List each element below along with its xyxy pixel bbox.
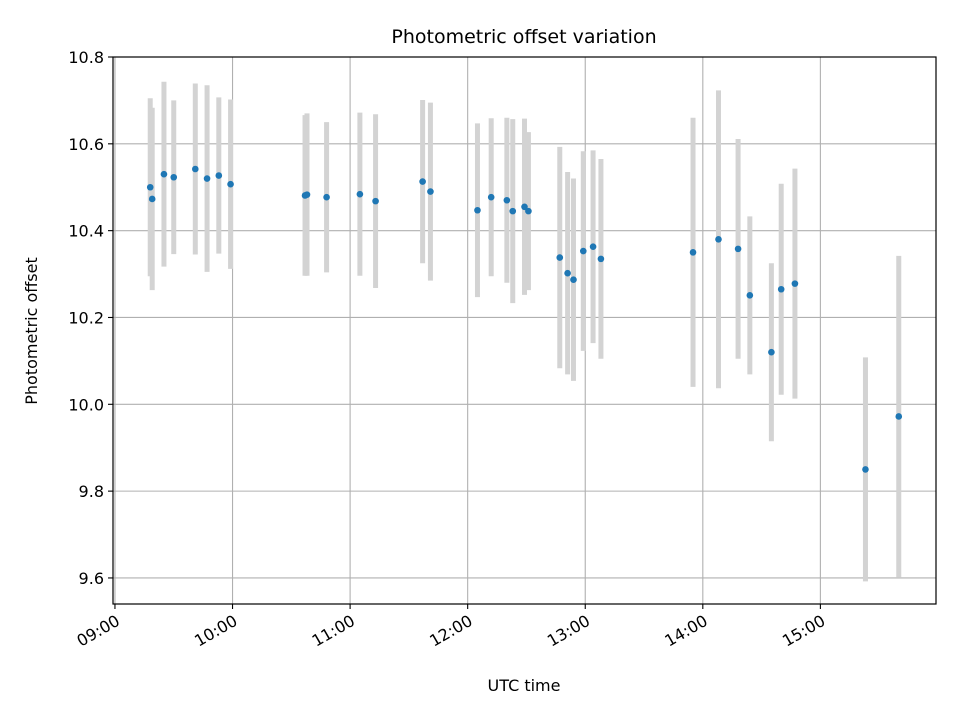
data-point <box>419 178 426 185</box>
data-point <box>689 249 697 256</box>
data-point <box>146 183 154 191</box>
x-tick-label: 14:00 <box>661 611 710 651</box>
x-tick-label: 13:00 <box>544 611 593 651</box>
y-tick-label: 10.0 <box>68 395 104 414</box>
x-tick-label: 11:00 <box>309 611 358 651</box>
data-point <box>148 195 156 203</box>
data-point <box>579 247 587 255</box>
plot-frame <box>112 56 937 605</box>
data-point <box>768 348 775 356</box>
data-point <box>777 285 785 293</box>
y-axis-label: Photometric offset <box>22 257 41 405</box>
data-point <box>895 413 903 420</box>
data-point <box>746 292 754 299</box>
error-bars <box>147 81 902 582</box>
data-point <box>556 254 564 261</box>
data-point <box>323 193 330 201</box>
data-point <box>564 269 571 277</box>
data-point <box>509 207 517 215</box>
data-point <box>503 196 511 204</box>
data-point <box>203 175 211 182</box>
data-point <box>215 172 223 179</box>
data-point <box>862 466 869 473</box>
data-point <box>525 207 532 215</box>
data-point <box>487 193 495 201</box>
data-point <box>356 190 364 198</box>
x-tick-label: 15:00 <box>779 611 828 651</box>
x-axis-ticks: 09:00 10:00 11:00 12:00 13:00 14:00 15:00 <box>74 604 828 651</box>
x-tick-label: 09:00 <box>74 611 123 651</box>
y-tick-label: 9.8 <box>79 482 104 501</box>
data-point <box>227 180 234 188</box>
y-tick-label: 10.8 <box>68 48 104 67</box>
data-point <box>372 197 379 205</box>
x-tick-label: 10:00 <box>191 611 240 651</box>
data-point <box>734 245 742 253</box>
data-point <box>192 165 199 173</box>
data-point <box>597 255 605 263</box>
y-tick-label: 10.6 <box>68 135 104 154</box>
data-point <box>715 236 722 243</box>
data-points <box>146 165 903 473</box>
y-tick-label: 10.2 <box>68 308 104 327</box>
data-point <box>303 191 311 198</box>
data-point <box>521 203 528 211</box>
data-point <box>589 243 597 251</box>
chart-title: Photometric offset variation <box>391 26 656 48</box>
y-tick-label: 9.6 <box>79 569 104 588</box>
data-point <box>427 188 434 195</box>
data-point <box>474 206 481 214</box>
data-point <box>570 276 577 284</box>
y-axis-ticks: 9.6 9.8 10.0 10.2 10.4 10.6 10.8 <box>68 48 113 588</box>
x-tick-label: 12:00 <box>426 611 475 651</box>
y-tick-label: 10.4 <box>68 222 104 241</box>
data-point <box>791 280 799 287</box>
data-point <box>160 170 168 178</box>
x-axis-label: UTC time <box>488 676 561 695</box>
data-point <box>170 173 178 181</box>
